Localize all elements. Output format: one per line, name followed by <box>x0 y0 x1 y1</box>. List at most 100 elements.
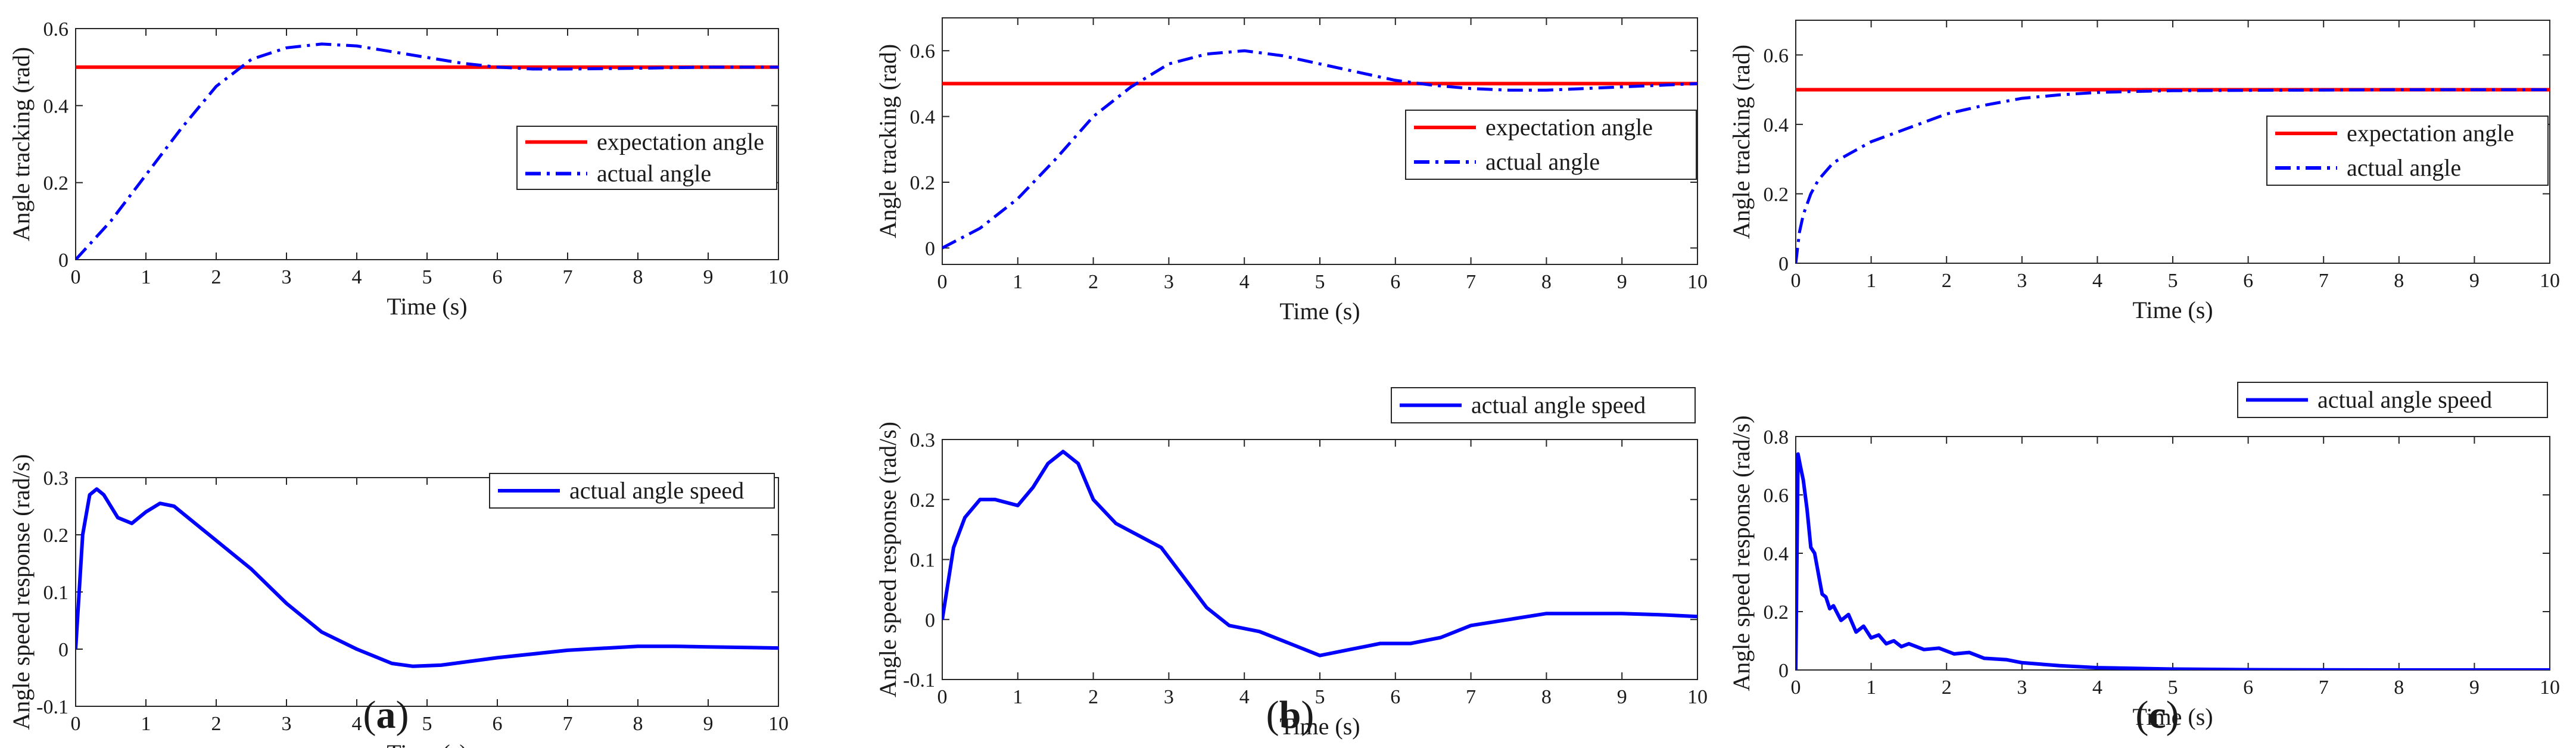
legend-label: expectation angle <box>1485 114 1653 141</box>
caption-c: (c) <box>2135 693 2179 737</box>
y-tick-label: 0.1 <box>43 582 69 604</box>
x-tick-label: 8 <box>633 266 643 288</box>
x-tick-label: 9 <box>703 266 714 288</box>
x-axis-label: Time (s) <box>387 740 467 748</box>
x-tick-label: 10 <box>2540 270 2560 292</box>
plot-frame <box>75 477 779 707</box>
x-tick-label: 4 <box>1239 686 1250 708</box>
x-tick-label: 4 <box>2092 677 2102 699</box>
x-tick-label: 0 <box>1791 270 1801 292</box>
plot-frame <box>1795 436 2550 671</box>
series-line-actual-angle-speed <box>1796 452 2550 670</box>
x-tick-label: 5 <box>2168 270 2178 292</box>
x-tick-label: 10 <box>768 713 789 735</box>
x-tick-label: 3 <box>2017 270 2027 292</box>
series-line-actual-angle <box>1796 88 2550 263</box>
x-tick-label: 7 <box>2319 677 2329 699</box>
x-tick-label: 5 <box>422 266 432 288</box>
y-tick-label: 0.6 <box>1764 485 1789 507</box>
x-tick-label: 0 <box>71 266 81 288</box>
legend-label: actual angle speed <box>569 477 744 504</box>
x-tick-label: 4 <box>352 266 362 288</box>
series-line-actual-angle <box>76 42 778 260</box>
y-tick-label: -0.1 <box>36 696 68 718</box>
x-tick-label: 9 <box>2469 270 2480 292</box>
x-tick-label: 4 <box>1239 271 1250 293</box>
x-tick-label: 0 <box>937 271 948 293</box>
y-axis-label: Angle speed response (rad/s) <box>1728 415 1755 691</box>
y-tick-label: 0.6 <box>43 18 69 40</box>
chart-c-top: 0 1 2 3 4 5 6 7 8 9 10 0 0.2 0.4 0.6 Time (s) Angle trac… <box>1728 20 2560 323</box>
x-tick-label: 10 <box>1687 686 1708 708</box>
x-axis-label: Time (s) <box>2132 703 2213 730</box>
y-axis-label: Angle tracking (rad) <box>874 44 901 239</box>
x-tick-label: 7 <box>2319 270 2329 292</box>
x-tick-label: 1 <box>1013 686 1023 708</box>
x-tick-label: 2 <box>1942 677 1952 699</box>
chart-b-top: 0 1 2 3 4 5 6 7 8 9 10 0 0.2 0.4 0.6 Time (s) Angle trac… <box>874 17 1708 325</box>
y-tick-label: 0.4 <box>1764 114 1789 136</box>
x-tick-label: 7 <box>1466 686 1476 708</box>
legend-label: actual angle <box>597 160 711 187</box>
plot-frame <box>942 439 1698 680</box>
y-tick-label: 0.3 <box>43 468 69 490</box>
x-tick-label: 6 <box>2243 270 2253 292</box>
y-tick-label: 0 <box>58 250 68 272</box>
caption-paren: ) <box>1301 693 1314 737</box>
x-tick-label: 8 <box>633 713 643 735</box>
y-tick-label: 0 <box>1778 660 1789 682</box>
y-tick-label: 0 <box>925 238 935 260</box>
caption-b: (b) <box>1266 693 1315 737</box>
chart-a-top: 0 1 2 3 4 5 6 7 8 9 10 0 0.2 0.4 0.6 Time (s) Angle trac… <box>8 18 789 320</box>
caption-paren: ) <box>396 693 409 737</box>
y-tick-label: 0.2 <box>1764 601 1789 624</box>
y-tick-label: 0 <box>58 639 68 661</box>
x-tick-label: 4 <box>352 713 362 735</box>
x-tick-label: 8 <box>2394 677 2404 699</box>
x-tick-label: 1 <box>1013 271 1023 293</box>
y-tick-label: 0.8 <box>1764 426 1789 448</box>
x-tick-label: 6 <box>1390 686 1400 708</box>
x-tick-label: 3 <box>2017 677 2027 699</box>
x-tick-label: 9 <box>703 713 714 735</box>
caption-letter: a <box>376 693 396 737</box>
x-tick-label: 3 <box>1164 686 1174 708</box>
x-tick-label: 7 <box>563 713 573 735</box>
legend-box <box>1405 110 1697 180</box>
legend-label: actual angle speed <box>2318 387 2492 413</box>
x-tick-label: 7 <box>1466 271 1476 293</box>
caption-letter: b <box>1279 693 1301 737</box>
caption-paren: ( <box>1266 693 1279 737</box>
x-tick-label: 2 <box>1088 686 1098 708</box>
legend-label: expectation angle <box>597 129 764 155</box>
y-tick-label: 0.4 <box>1764 543 1789 565</box>
legend-label: actual angle <box>1485 148 1600 175</box>
x-tick-label: 2 <box>211 266 222 288</box>
x-tick-label: 9 <box>2469 677 2480 699</box>
y-tick-label: 0.2 <box>43 173 69 195</box>
y-tick-label: 0.6 <box>1764 45 1789 67</box>
series-line-actual-angle-speed <box>76 487 778 668</box>
y-tick-label: -0.1 <box>903 669 935 691</box>
y-tick-label: 0.2 <box>910 172 936 194</box>
x-axis-label: Time (s) <box>2132 297 2213 323</box>
y-axis-label: Angle tracking (rad) <box>8 47 35 242</box>
x-tick-label: 1 <box>141 713 151 735</box>
x-tick-label: 4 <box>2092 270 2102 292</box>
x-tick-label: 6 <box>493 713 503 735</box>
x-tick-label: 6 <box>493 266 503 288</box>
series-line-actual-angle <box>942 49 1697 250</box>
x-axis-label: Time (s) <box>387 293 467 320</box>
x-tick-label: 2 <box>1942 270 1952 292</box>
caption-letter: c <box>2148 693 2166 737</box>
chart-c-bottom: 0 1 2 3 4 5 6 7 8 9 10 0 0.2 0.4 0.6 0.8 Time (s) Angle s… <box>1728 382 2560 730</box>
y-axis-label: Angle speed response (rad/s) <box>874 422 901 697</box>
x-tick-label: 8 <box>1541 271 1552 293</box>
y-tick-label: 0.2 <box>43 525 69 547</box>
x-tick-label: 8 <box>1541 686 1552 708</box>
legend-box <box>516 126 777 190</box>
y-tick-label: 0.2 <box>1764 183 1789 205</box>
x-tick-label: 3 <box>282 713 292 735</box>
x-tick-label: 5 <box>2168 677 2178 699</box>
